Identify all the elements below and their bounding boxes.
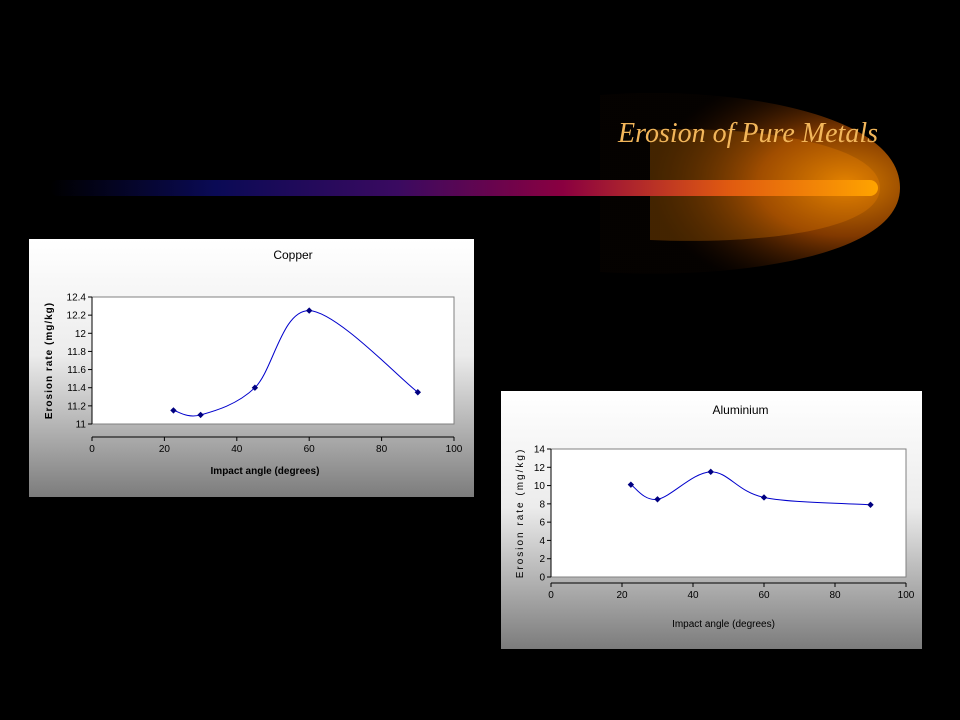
- y-tick-label: 2: [539, 554, 545, 565]
- data-point: [867, 501, 874, 508]
- slide-title: Erosion of Pure Metals: [617, 118, 878, 149]
- x-tick-label: 80: [829, 590, 841, 601]
- x-tick-label: 0: [89, 444, 95, 455]
- data-point: [414, 389, 421, 396]
- x-axis-label: Impact angle (degrees): [672, 619, 775, 630]
- y-tick-label: 12.4: [67, 293, 87, 304]
- x-tick-label: 40: [687, 590, 699, 601]
- y-axis-label: Erosion rate (mg/kg): [515, 448, 526, 579]
- y-tick-label: 6: [539, 518, 545, 529]
- y-tick-label: 12.2: [67, 311, 87, 322]
- y-tick-label: 4: [539, 536, 545, 547]
- y-tick-label: 10: [534, 481, 546, 492]
- x-tick-label: 100: [446, 444, 463, 455]
- y-tick-label: 11.4: [67, 383, 86, 394]
- x-tick-label: 20: [159, 444, 171, 455]
- y-tick-label: 14: [534, 445, 546, 456]
- data-point: [654, 496, 661, 503]
- y-tick-label: 11.8: [67, 347, 86, 358]
- copper-chart-panel: Copper 11 11.2 11.4 11.6 11.8 12 12.2 12.4 0 20 40 6…: [29, 239, 474, 497]
- data-point: [306, 307, 313, 314]
- y-tick-label: 12: [534, 463, 546, 474]
- y-axis-label: Erosion rate (mg/kg): [44, 302, 55, 419]
- x-tick-label: 60: [304, 444, 316, 455]
- data-point: [707, 468, 714, 476]
- y-tick-label: 8: [539, 499, 545, 510]
- y-tick-label: 11.6: [67, 365, 86, 376]
- data-point: [170, 407, 177, 414]
- aluminium-chart: Aluminium 0 2 4 6 8 10 12 14 0 20 40 60 80 100 Impact a…: [515, 403, 915, 630]
- x-tick-label: 80: [376, 444, 388, 455]
- comet-bar: [50, 180, 878, 196]
- x-tick-label: 0: [548, 590, 554, 601]
- x-tick-label: 40: [231, 444, 243, 455]
- series-line: [173, 310, 419, 417]
- chart-title: Aluminium: [712, 403, 768, 417]
- x-tick-label: 60: [758, 590, 770, 601]
- data-point: [760, 494, 768, 501]
- data-point: [197, 411, 204, 419]
- x-tick-label: 100: [898, 590, 915, 601]
- data-point: [251, 384, 259, 391]
- plot-area: [550, 448, 907, 578]
- y-tick-label: 12: [75, 329, 87, 340]
- x-tick-label: 20: [616, 590, 628, 601]
- x-axis-label: Impact angle (degrees): [211, 466, 320, 477]
- aluminium-chart-panel: Aluminium 0 2 4 6 8 10 12 14 0 20 40 60 80 100 Impact a…: [501, 391, 922, 649]
- data-point: [627, 481, 635, 488]
- y-tick-label: 11: [76, 420, 87, 431]
- plot-area: [91, 296, 455, 425]
- y-tick-label: 11.2: [67, 401, 86, 412]
- chart-title: Copper: [273, 248, 312, 262]
- copper-chart: Copper 11 11.2 11.4 11.6 11.8 12 12.2 12.4 0 20 40 6…: [44, 248, 463, 477]
- y-tick-label: 0: [539, 573, 545, 584]
